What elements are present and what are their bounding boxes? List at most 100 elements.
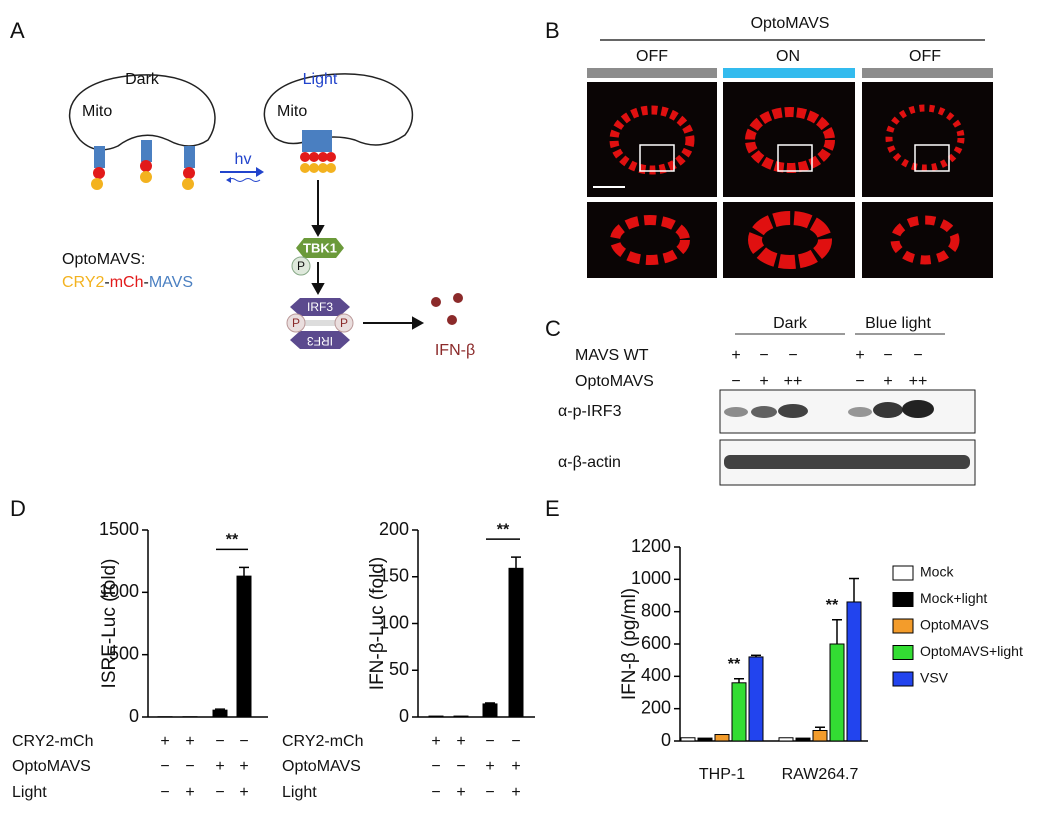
y-axis-label: IFN-β (pg/ml) — [619, 588, 640, 700]
bar — [796, 738, 810, 741]
bar — [830, 644, 844, 741]
arrow — [256, 167, 264, 177]
label: OFF — [909, 48, 941, 65]
label: α-β-actin — [558, 454, 621, 471]
y-axis-label: IFN-β-Luc (fold) — [367, 557, 388, 690]
sign: − — [215, 784, 224, 801]
sign: + — [215, 758, 224, 775]
bar — [454, 716, 468, 717]
bar — [429, 716, 443, 717]
sign: + — [185, 733, 194, 750]
label: OFF — [636, 48, 668, 65]
label: IFN-β — [435, 342, 475, 359]
label: IRF3 — [307, 300, 333, 314]
legend-label: VSV — [920, 670, 949, 686]
label: ON — [776, 48, 800, 65]
label: IRF3 — [307, 334, 333, 348]
sign: − — [759, 347, 768, 364]
arrow — [228, 179, 260, 182]
sign: − — [485, 784, 494, 801]
bar — [749, 657, 763, 741]
label: mCh — [110, 274, 144, 291]
label: P — [340, 316, 348, 330]
sign: − — [913, 347, 922, 364]
y-tick-label: 0 — [129, 706, 139, 726]
y-tick-label: 0 — [399, 706, 409, 726]
sign: + — [511, 758, 520, 775]
sign: + — [883, 373, 892, 390]
y-tick-label: 50 — [389, 659, 409, 679]
legend-label: OptoMAVS+light — [920, 643, 1023, 659]
y-tick-label: 1500 — [99, 519, 139, 539]
sign: + — [511, 784, 520, 801]
y-axis-label: ISRE-Luc (fold) — [99, 559, 120, 689]
bar — [813, 730, 827, 741]
receptor — [91, 140, 195, 190]
label: Light — [303, 71, 338, 88]
x-tick-label: RAW264.7 — [782, 766, 859, 783]
bar — [715, 735, 729, 741]
sign: − — [511, 733, 520, 750]
significance: ** — [226, 532, 239, 549]
label: OptoMAVS — [751, 15, 830, 32]
sign: + — [731, 347, 740, 364]
sign: + — [855, 347, 864, 364]
bar — [213, 710, 227, 717]
sign: + — [239, 784, 248, 801]
sign: + — [485, 758, 494, 775]
label: hv — [235, 151, 252, 168]
micrograph — [587, 82, 993, 278]
sign: + — [239, 758, 248, 775]
x-tick-label: THP-1 — [699, 766, 745, 783]
y-tick-label: 0 — [661, 730, 671, 750]
legend-label: Mock — [920, 564, 954, 580]
row-label: OptoMAVS — [12, 758, 91, 775]
y-tick-label: 600 — [641, 633, 671, 653]
significance: ** — [826, 597, 839, 614]
y-tick-label: 200 — [379, 519, 409, 539]
bar — [779, 738, 793, 741]
row-label: Light — [282, 784, 317, 801]
legend-swatch — [893, 672, 913, 686]
sign: − — [731, 373, 740, 390]
significance: ** — [728, 656, 741, 673]
sign: − — [431, 784, 440, 801]
sign: − — [883, 347, 892, 364]
sign: − — [160, 784, 169, 801]
row-label: MAVS WT — [575, 347, 649, 364]
row-label: Light — [12, 784, 47, 801]
panel-c: Dark Blue light α-p-IRF3 α-β-actin — [558, 315, 975, 485]
sign: + — [759, 373, 768, 390]
bar — [847, 602, 861, 741]
legend-swatch — [893, 593, 913, 607]
row-label: OptoMAVS — [575, 373, 654, 390]
label: Mito — [82, 103, 112, 120]
label: TBK1 — [303, 240, 337, 255]
bar — [681, 738, 695, 741]
sign: − — [855, 373, 864, 390]
legend-swatch — [893, 619, 913, 633]
label: P — [297, 259, 305, 273]
sign: + — [456, 733, 465, 750]
sign: − — [185, 758, 194, 775]
label: CRY2 — [62, 274, 104, 291]
label: MAVS — [149, 274, 193, 291]
sign: − — [788, 347, 797, 364]
sign: + — [185, 784, 194, 801]
legend-label: OptoMAVS — [920, 617, 989, 633]
bar — [483, 704, 497, 717]
receptor-cluster — [300, 130, 336, 173]
sign: − — [239, 733, 248, 750]
sign: − — [431, 758, 440, 775]
y-tick-label: 1200 — [631, 536, 671, 556]
panel-label: D — [10, 496, 26, 521]
panel-label: B — [545, 18, 560, 43]
panel-label: C — [545, 316, 561, 341]
bar — [237, 576, 251, 717]
bar — [509, 568, 523, 717]
sign: − — [160, 758, 169, 775]
legend-swatch — [893, 566, 913, 580]
row-label: CRY2-mCh — [282, 733, 364, 750]
sign: − — [485, 733, 494, 750]
sign: + — [160, 733, 169, 750]
